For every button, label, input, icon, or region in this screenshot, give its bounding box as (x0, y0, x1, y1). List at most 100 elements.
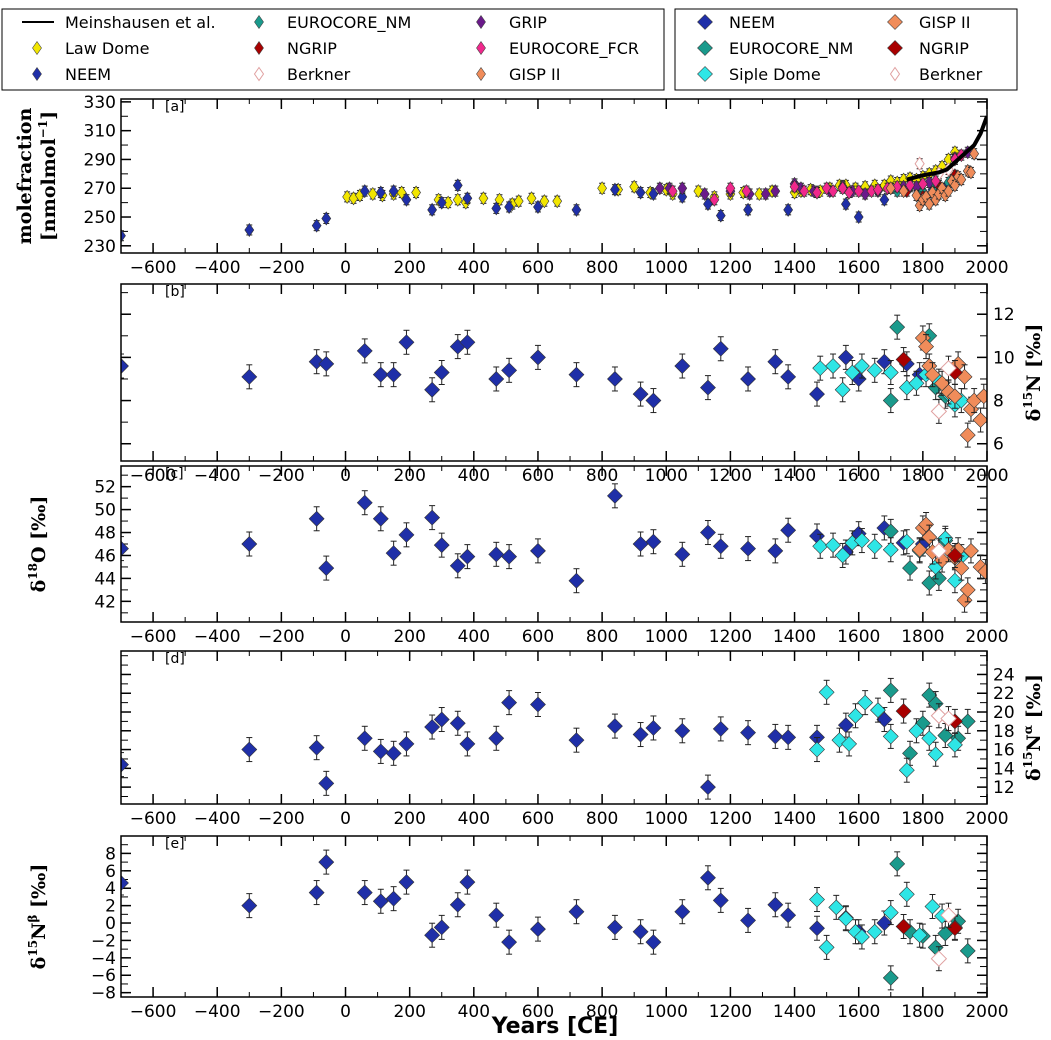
y-tick-label: 2 (105, 897, 116, 917)
data-point (760, 186, 771, 202)
data-point (308, 739, 325, 756)
y-tick-label: 230 (84, 237, 116, 257)
data-point (940, 710, 957, 727)
data-point (398, 334, 415, 351)
y-tick-label: 6 (105, 862, 116, 882)
data-point (459, 736, 476, 752)
data-point (385, 545, 402, 562)
y-tick-label: −4 (91, 949, 116, 969)
legend-label-eurocore-fcr: EUROCORE_FCR (509, 39, 639, 59)
data-point (388, 184, 399, 199)
y-axis-label-species: O [‰] (28, 496, 50, 563)
data-point (841, 197, 851, 212)
y-axis-label: δ15Nα [‰] (1021, 674, 1045, 781)
data-point (501, 362, 518, 379)
legend-swatch-siple-dome (697, 66, 713, 82)
data-point (725, 181, 736, 196)
data-point (879, 192, 890, 207)
x-tick-label: 1600 (837, 627, 880, 647)
plot-frame (120, 650, 988, 805)
data-point (359, 184, 370, 199)
y-tick-label: 20 (993, 703, 1015, 723)
data-point (632, 726, 649, 743)
data-point (318, 560, 335, 577)
data-point (898, 762, 915, 779)
y-tick-label: 44 (94, 569, 116, 589)
data-point (356, 730, 373, 747)
y-axis-label-iso: 15 (26, 940, 40, 957)
y-axis-label: molefraction [nmolmol−1] (14, 108, 60, 245)
data-point (433, 919, 450, 936)
data-point (828, 899, 845, 916)
data-point (866, 362, 883, 379)
y-tick-label: 250 (84, 208, 116, 228)
data-point (632, 536, 649, 552)
data-point (895, 703, 912, 719)
data-point (607, 371, 623, 387)
y-tick-label: 12 (993, 778, 1015, 798)
data-point (459, 548, 476, 565)
x-tick-label: 1600 (837, 809, 880, 829)
data-point (539, 194, 550, 209)
data-point (870, 702, 886, 719)
data-point (449, 896, 466, 913)
plot-frame (120, 98, 988, 254)
data-point (700, 379, 716, 396)
data-point (715, 208, 726, 223)
data-point (902, 745, 918, 762)
data-point (940, 359, 957, 377)
data-point (767, 896, 784, 913)
data-point (789, 179, 800, 194)
x-tick-label: 600 (522, 627, 554, 647)
data-point (866, 538, 883, 555)
x-tick-label: −200 (258, 1002, 305, 1022)
data-point (902, 560, 918, 577)
data-point (898, 533, 915, 550)
data-point (424, 381, 441, 398)
data-point (385, 745, 402, 762)
y-axis-label-line1: molefraction (14, 108, 36, 245)
y-tick-label: −8 (91, 984, 116, 1004)
data-point (930, 570, 947, 587)
series-neem (121, 849, 893, 955)
data-point (837, 910, 854, 927)
series-eurocore-nm (882, 314, 954, 414)
x-tick-label: 400 (458, 258, 490, 278)
y-tick-label: −6 (91, 966, 116, 986)
legend-label-ngrip: NGRIP (919, 39, 969, 58)
x-tick-label: 200 (393, 258, 425, 278)
data-point (885, 181, 896, 196)
data-point (530, 921, 546, 938)
data-point (427, 202, 437, 217)
x-tick-label: 1200 (709, 1002, 752, 1022)
data-point (809, 741, 825, 758)
legend-swatch-neem (697, 14, 713, 30)
legend-left: Meinshausen et al. Law Dome NEEM EUROCORE_N… (1, 8, 665, 91)
data-point (937, 530, 954, 547)
data-point (568, 572, 585, 589)
legend-swatch-gisp-ii (887, 14, 903, 30)
data-point (433, 537, 450, 554)
data-point (452, 192, 463, 207)
x-tick-label: −200 (258, 809, 305, 829)
data-point (533, 199, 543, 214)
series-ngrip (895, 347, 963, 385)
data-point (478, 191, 489, 206)
y-tick-label: 12 (993, 305, 1015, 325)
x-tick-label: 1200 (709, 258, 752, 278)
y-tick-label: 290 (84, 150, 116, 170)
data-point (674, 722, 691, 739)
plot-frame (120, 835, 988, 998)
data-point (674, 546, 691, 563)
y-tick-label: 52 (94, 478, 116, 498)
data-point (930, 542, 948, 560)
data-point (767, 353, 784, 370)
x-tick-label: −600 (130, 258, 177, 278)
x-tick-label: 1400 (773, 1002, 816, 1022)
data-point (930, 950, 948, 967)
legend-swatch-ngrip (254, 40, 264, 56)
data-point (844, 364, 861, 381)
x-tick-label: 400 (458, 627, 490, 647)
y-axis-label-species: N (1023, 734, 1045, 751)
